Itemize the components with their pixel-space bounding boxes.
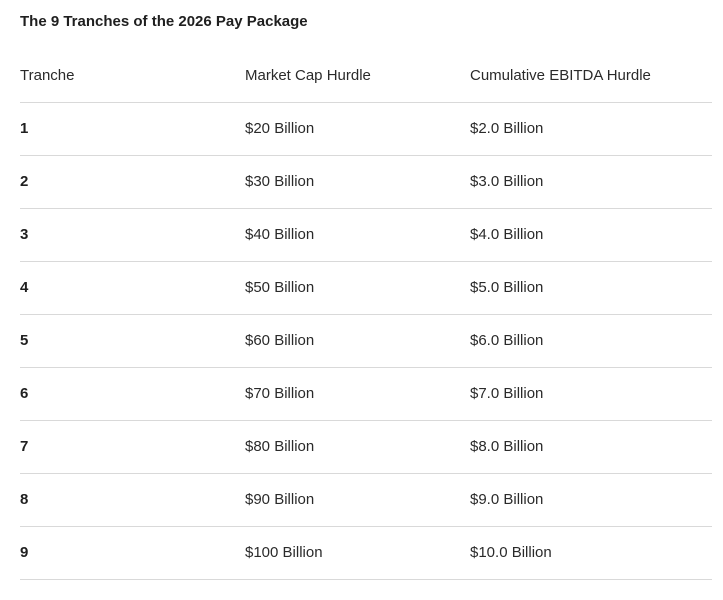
ebitda-cell: $7.0 Billion [470, 385, 544, 402]
ebitda-cell: $9.0 Billion [470, 491, 544, 508]
table-row: 7 $80 Billion $8.0 Billion [20, 421, 712, 474]
tranche-cell: 9 [20, 544, 29, 561]
market-cap-cell: $20 Billion [245, 120, 315, 137]
ebitda-cell: $10.0 Billion [470, 544, 552, 561]
tranche-cell: 6 [20, 385, 29, 402]
market-cap-cell: $80 Billion [245, 438, 315, 455]
tranche-cell: 2 [20, 173, 29, 190]
market-cap-cell: $70 Billion [245, 385, 315, 402]
table-row: 8 $90 Billion $9.0 Billion [20, 474, 712, 527]
market-cap-cell: $100 Billion [245, 544, 323, 561]
table-row: 3 $40 Billion $4.0 Billion [20, 209, 712, 262]
table-row: 1 $20 Billion $2.0 Billion [20, 103, 712, 156]
ebitda-cell: $2.0 Billion [470, 120, 544, 137]
header-tranche: Tranche [20, 67, 75, 84]
table-row: 2 $30 Billion $3.0 Billion [20, 156, 712, 209]
market-cap-cell: $60 Billion [245, 332, 315, 349]
tranche-cell: 8 [20, 491, 29, 508]
ebitda-cell: $4.0 Billion [470, 226, 544, 243]
market-cap-cell: $40 Billion [245, 226, 315, 243]
table-row: 5 $60 Billion $6.0 Billion [20, 315, 712, 368]
ebitda-cell: $3.0 Billion [470, 173, 544, 190]
header-market-cap-hurdle: Market Cap Hurdle [245, 67, 371, 84]
market-cap-cell: $90 Billion [245, 491, 315, 508]
tranche-cell: 1 [20, 120, 29, 137]
ebitda-cell: $8.0 Billion [470, 438, 544, 455]
table-row: 9 $100 Billion $10.0 Billion [20, 527, 712, 580]
tranche-cell: 3 [20, 226, 29, 243]
table-title: The 9 Tranches of the 2026 Pay Package [20, 13, 308, 30]
table-row: 4 $50 Billion $5.0 Billion [20, 262, 712, 315]
tranche-cell: 4 [20, 279, 29, 296]
table-row: 6 $70 Billion $7.0 Billion [20, 368, 712, 421]
header-cumulative-ebitda-hurdle: Cumulative EBITDA Hurdle [470, 67, 651, 84]
ebitda-cell: $6.0 Billion [470, 332, 544, 349]
ebitda-cell: $5.0 Billion [470, 279, 544, 296]
tranche-cell: 5 [20, 332, 29, 349]
table-header-row: Tranche Market Cap Hurdle Cumulative EBI… [20, 50, 712, 103]
tranches-table: Tranche Market Cap Hurdle Cumulative EBI… [20, 50, 712, 580]
tranche-cell: 7 [20, 438, 29, 455]
market-cap-cell: $50 Billion [245, 279, 315, 296]
market-cap-cell: $30 Billion [245, 173, 315, 190]
